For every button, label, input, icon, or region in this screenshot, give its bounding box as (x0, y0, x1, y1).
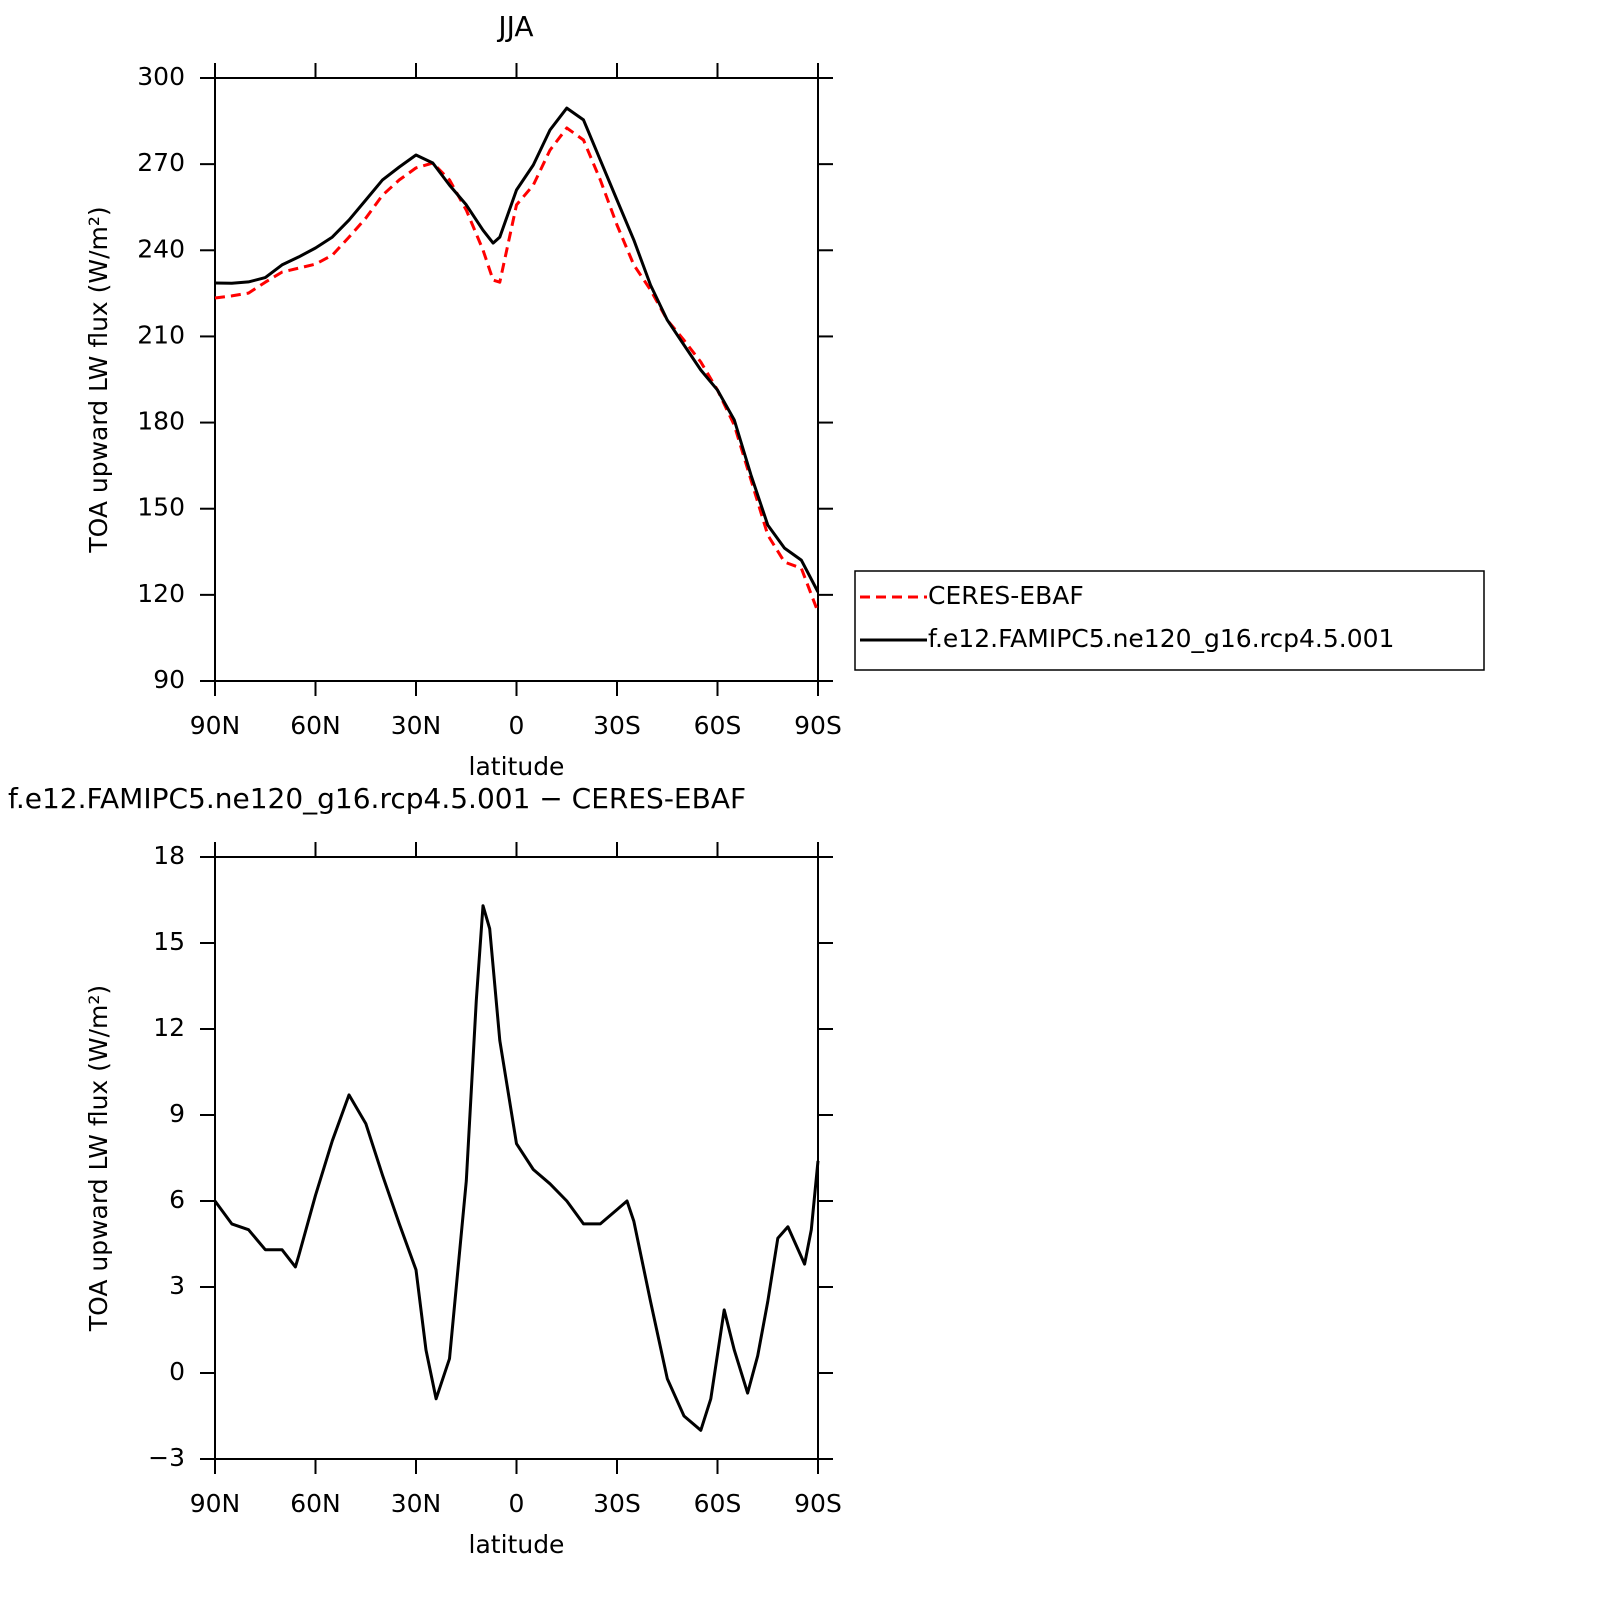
legend-label: CERES-EBAF (928, 581, 1084, 610)
y-tick-label: 15 (153, 927, 185, 956)
y-tick-label: 90 (153, 665, 185, 694)
y-tick-label: 300 (137, 62, 185, 91)
y-tick-label: 120 (137, 579, 185, 608)
x-tick-label: 90S (794, 711, 842, 740)
y-tick-label: −3 (148, 1443, 185, 1472)
data-line (214, 126, 820, 613)
y-tick-label: 6 (169, 1185, 185, 1214)
y-tick-label: 12 (153, 1013, 185, 1042)
x-tick-label: 60S (694, 1489, 742, 1518)
x-tick-label: 60N (290, 1489, 341, 1518)
data-line (214, 106, 820, 593)
x-tick-label: 30S (593, 1489, 641, 1518)
y-tick-label: 180 (137, 407, 185, 436)
x-axis-label: latitude (469, 752, 565, 781)
legend-box (854, 570, 1485, 671)
x-tick-label: 30N (391, 711, 442, 740)
plot-frame (214, 77, 819, 682)
legend-label: f.e12.FAMIPC5.ne120_g16.rcp4.5.001 (928, 624, 1394, 653)
y-tick-label: 270 (137, 148, 185, 177)
x-axis-label: latitude (469, 1530, 565, 1559)
chart-title: f.e12.FAMIPC5.ne120_g16.rcp4.5.001 − CER… (8, 782, 746, 815)
x-tick-label: 30N (391, 1489, 442, 1518)
y-tick-label: 9 (169, 1099, 185, 1128)
y-axis-label: TOA upward LW flux (W/m²) (84, 206, 113, 553)
y-tick-label: 150 (137, 493, 185, 522)
x-tick-label: 0 (509, 711, 525, 740)
chart-title: JJA (496, 10, 533, 43)
y-tick-label: 3 (169, 1271, 185, 1300)
data-line (213, 904, 820, 1432)
x-tick-label: 0 (509, 1489, 525, 1518)
x-tick-label: 60S (694, 711, 742, 740)
x-tick-label: 30S (593, 711, 641, 740)
x-tick-label: 90N (190, 1489, 241, 1518)
x-tick-label: 90S (794, 1489, 842, 1518)
y-axis-label: TOA upward LW flux (W/m²) (84, 985, 113, 1332)
x-tick-label: 90N (190, 711, 241, 740)
y-tick-label: 18 (153, 841, 185, 870)
y-tick-label: 240 (137, 234, 185, 263)
y-tick-label: 210 (137, 320, 185, 349)
y-tick-label: 0 (169, 1357, 185, 1386)
x-tick-label: 60N (290, 711, 341, 740)
plot-frame (214, 856, 819, 1460)
